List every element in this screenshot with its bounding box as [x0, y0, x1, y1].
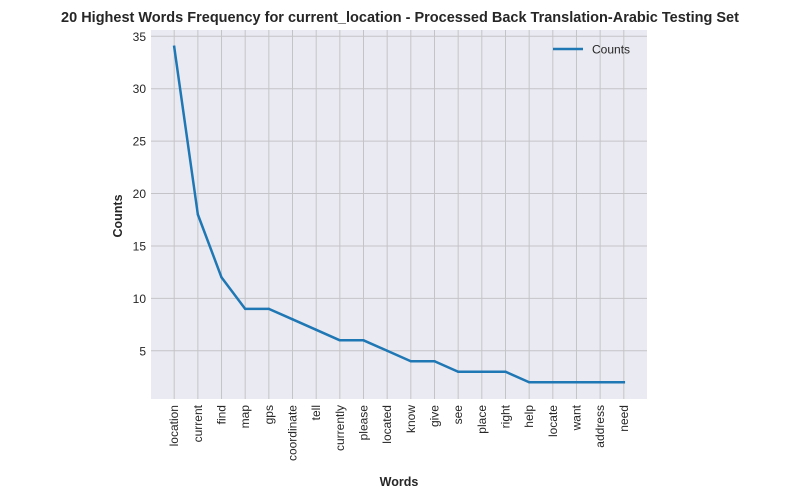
x-tick-label: right: [498, 404, 512, 428]
x-axis-ticks: location current find map gps coordinate tell c…: [167, 404, 631, 461]
data-point: [314, 328, 318, 332]
x-tick-label: coordinate: [286, 405, 300, 461]
x-tick-label: tell: [309, 405, 323, 420]
data-point: [172, 45, 176, 48]
legend-label-counts: Counts: [592, 43, 630, 57]
data-point: [480, 370, 484, 373]
y-tick-label: 10: [133, 292, 147, 306]
x-tick-label: know: [404, 405, 418, 433]
x-tick-label: see: [451, 405, 465, 425]
x-tick-label: current: [191, 404, 205, 442]
data-point: [598, 381, 602, 384]
y-tick-label: 5: [139, 344, 146, 358]
x-tick-label: need: [617, 405, 631, 432]
x-tick-label: address: [593, 405, 607, 448]
legend: Counts: [553, 43, 630, 57]
chart-title: 20 Highest Words Frequency for current_l…: [61, 10, 739, 26]
x-tick-label: location: [167, 405, 181, 446]
x-tick-label: locate: [546, 405, 560, 437]
y-tick-label: 20: [133, 187, 147, 201]
data-point: [385, 349, 389, 352]
x-tick-label: map: [238, 405, 252, 429]
x-tick-label: currently: [333, 405, 347, 451]
x-tick-label: want: [569, 404, 583, 431]
data-point: [456, 370, 460, 373]
data-point: [338, 339, 342, 342]
data-point: [196, 213, 200, 216]
y-axis-label: Counts: [111, 194, 125, 237]
series-layer: [172, 45, 626, 384]
grid-lines: [151, 30, 647, 399]
data-point: [575, 381, 578, 384]
x-tick-label: please: [357, 405, 371, 441]
data-point: [504, 370, 507, 373]
x-tick-label: place: [475, 405, 489, 434]
x-axis-label: Words: [380, 475, 419, 489]
data-point: [267, 307, 271, 311]
y-tick-label: 25: [133, 135, 147, 149]
data-point: [527, 381, 531, 384]
data-point: [362, 339, 365, 342]
x-tick-label: find: [215, 405, 229, 424]
data-point: [409, 360, 413, 363]
x-tick-label: located: [380, 405, 394, 444]
data-point: [291, 318, 294, 321]
data-point: [622, 381, 626, 384]
data-point: [220, 276, 223, 279]
data-point: [243, 307, 247, 311]
x-tick-label: give: [427, 405, 441, 427]
data-point: [551, 381, 555, 384]
data-point: [433, 360, 436, 363]
y-tick-label: 15: [133, 239, 147, 253]
y-tick-label: 35: [133, 30, 147, 44]
x-tick-label: gps: [262, 405, 276, 424]
plot-area: [151, 30, 647, 399]
x-tick-label: help: [522, 405, 536, 428]
y-axis-ticks: 5 10 15 20 25 30 35: [133, 30, 147, 358]
series-line-counts: [172, 45, 626, 384]
y-tick-label: 30: [133, 82, 147, 96]
